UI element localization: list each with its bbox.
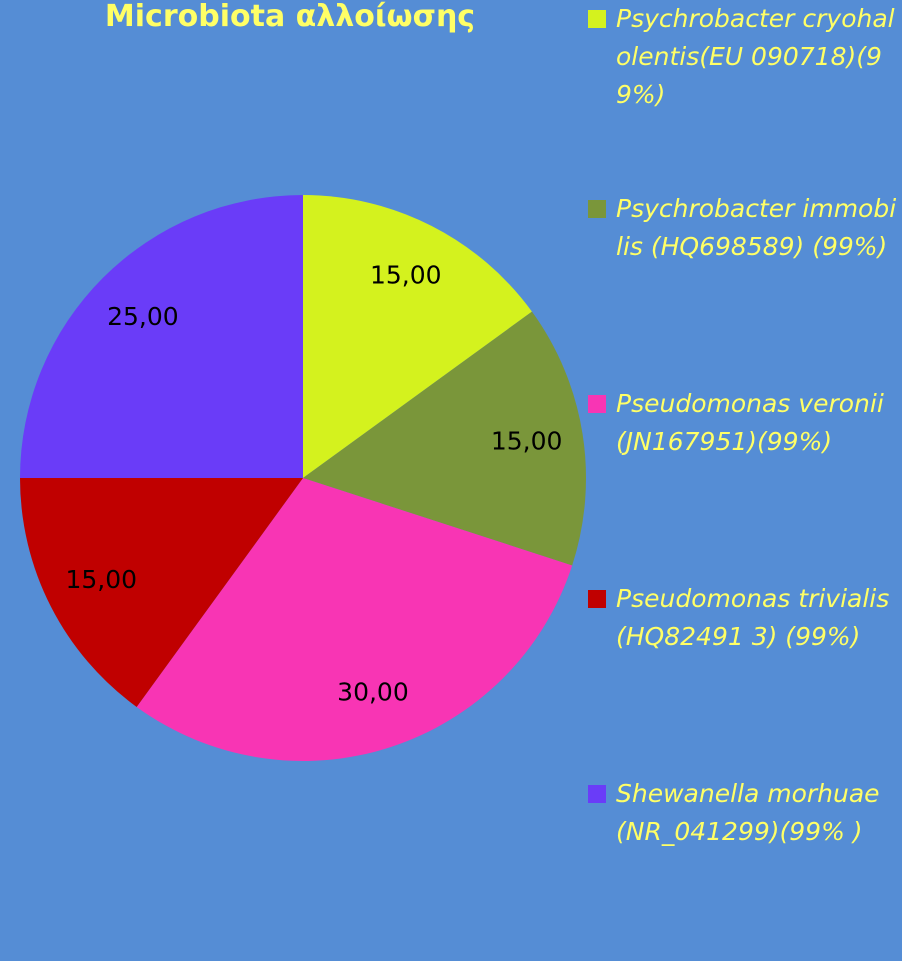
legend-swatch [588, 200, 606, 218]
data-label: 15,00 [370, 260, 442, 289]
pie-slice [303, 311, 586, 566]
legend-swatch [588, 395, 606, 413]
legend-label: Shewanella morhuae (NR_041299)(99% ) [616, 779, 880, 846]
pie-slice [136, 478, 573, 761]
pie-slice [303, 195, 532, 478]
data-label: 15,00 [491, 427, 563, 456]
legend-label: Pseudomonas trivialis(HQ82491 3) (99%) [616, 584, 890, 651]
legend-label: Psychrobacter immobilis (HQ698589) (99%) [616, 194, 897, 261]
pie-slice [20, 195, 303, 478]
legend-swatch [588, 785, 606, 803]
legend-label: Pseudomonas veronii (JN167951)(99%) [616, 389, 884, 456]
pie-slice [20, 478, 303, 707]
data-label: 15,00 [65, 565, 137, 594]
legend-label: Psychrobacter cryohalolentis(EU 090718)(… [616, 4, 895, 109]
legend-swatch [588, 10, 606, 28]
chart-title: Microbiota αλλοίωσης [105, 0, 475, 34]
data-label: 25,00 [107, 302, 179, 331]
legend-swatch [588, 590, 606, 608]
data-label: 30,00 [337, 677, 409, 706]
